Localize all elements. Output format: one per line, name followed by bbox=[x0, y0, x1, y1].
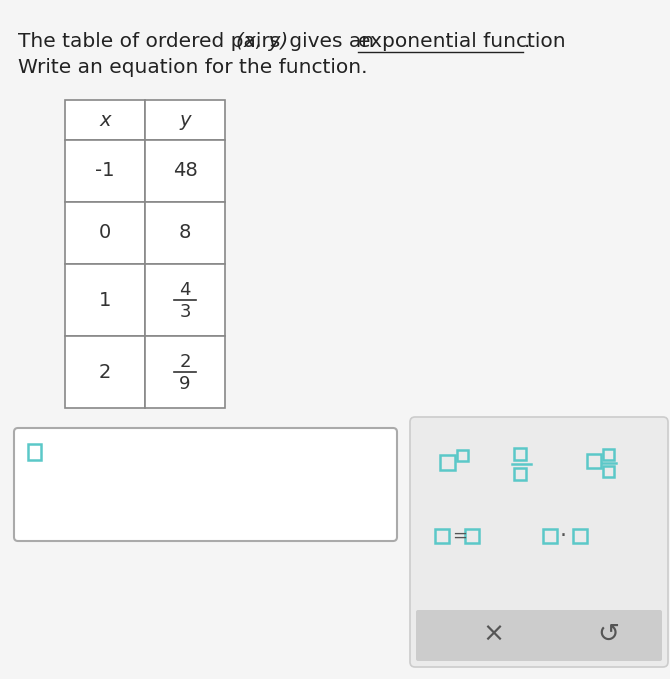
FancyBboxPatch shape bbox=[410, 417, 668, 667]
Bar bbox=[573, 529, 587, 543]
Text: 2: 2 bbox=[180, 353, 191, 371]
Text: y: y bbox=[180, 111, 191, 130]
Text: x: x bbox=[99, 111, 111, 130]
Bar bbox=[28, 444, 41, 460]
Text: ·: · bbox=[560, 526, 567, 546]
Bar bbox=[145, 336, 225, 408]
Text: 1: 1 bbox=[98, 291, 111, 310]
Text: ↺: ↺ bbox=[597, 622, 619, 648]
Bar bbox=[145, 140, 225, 202]
Text: =: = bbox=[452, 527, 467, 545]
Bar bbox=[603, 449, 614, 460]
Bar bbox=[65, 264, 145, 336]
Text: -1: -1 bbox=[95, 162, 115, 181]
Bar bbox=[65, 336, 145, 408]
Bar bbox=[587, 454, 601, 468]
Text: .: . bbox=[524, 32, 531, 51]
Text: 48: 48 bbox=[173, 162, 198, 181]
Text: 9: 9 bbox=[180, 375, 191, 393]
FancyBboxPatch shape bbox=[416, 610, 662, 661]
Text: The table of ordered pairs: The table of ordered pairs bbox=[18, 32, 287, 51]
Text: 8: 8 bbox=[179, 223, 191, 242]
FancyBboxPatch shape bbox=[14, 428, 397, 541]
Bar bbox=[514, 448, 526, 460]
Text: 0: 0 bbox=[99, 223, 111, 242]
Bar bbox=[435, 529, 449, 543]
Bar bbox=[465, 529, 479, 543]
Bar bbox=[65, 100, 145, 140]
Text: gives an: gives an bbox=[283, 32, 381, 51]
Bar bbox=[145, 264, 225, 336]
Bar bbox=[603, 466, 614, 477]
Text: 4: 4 bbox=[180, 281, 191, 299]
Text: ×: × bbox=[482, 622, 504, 648]
Bar bbox=[65, 202, 145, 264]
Bar bbox=[457, 450, 468, 461]
Text: (x, y): (x, y) bbox=[236, 32, 288, 51]
Bar bbox=[440, 455, 455, 470]
Bar bbox=[145, 202, 225, 264]
Text: 3: 3 bbox=[180, 303, 191, 321]
Text: exponential function: exponential function bbox=[358, 32, 565, 51]
Bar bbox=[543, 529, 557, 543]
Bar bbox=[514, 468, 526, 480]
Text: 2: 2 bbox=[98, 363, 111, 382]
Bar bbox=[145, 100, 225, 140]
Text: Write an equation for the function.: Write an equation for the function. bbox=[18, 58, 368, 77]
Bar bbox=[65, 140, 145, 202]
